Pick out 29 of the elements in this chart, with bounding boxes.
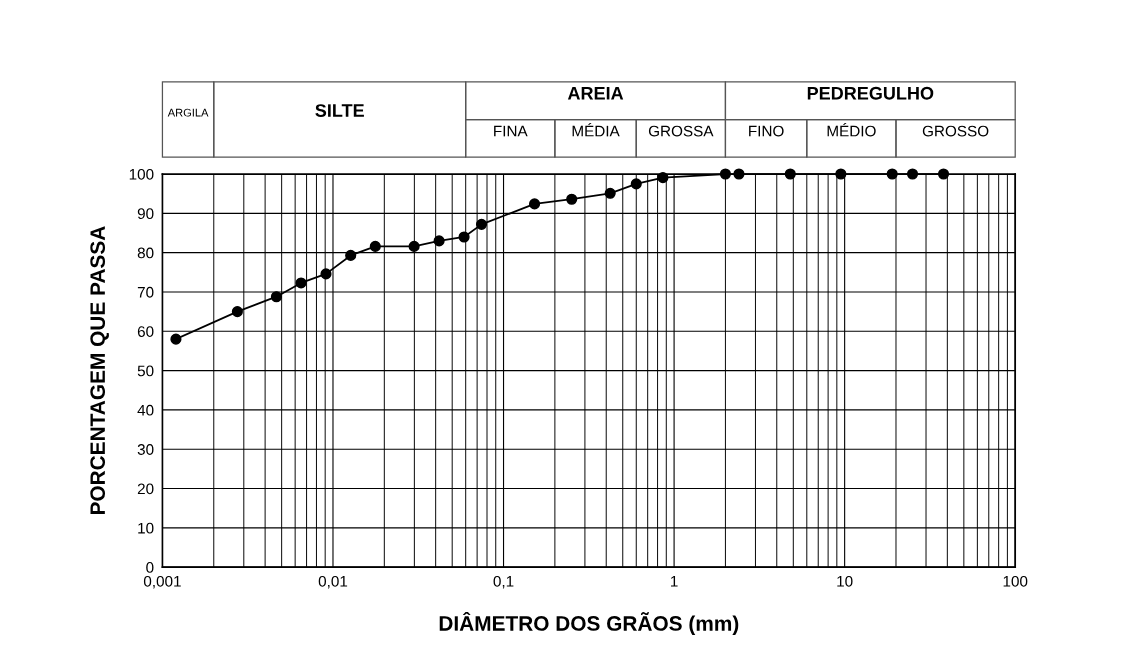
x-tick-label: 0,01 xyxy=(318,575,348,589)
text: PEDREGULHO xyxy=(807,86,934,100)
text: SILTE xyxy=(315,104,364,117)
text: GROSSA xyxy=(648,125,714,137)
y-tick-label: 70 xyxy=(137,286,154,298)
y-tick-label: 90 xyxy=(137,208,154,220)
text: AREIA xyxy=(567,87,624,100)
x-tick-label: 10 xyxy=(837,575,853,587)
text: MÉDIO xyxy=(827,123,876,137)
x-axis-title: DIÂMETRO DOS GRÃOS (mm) xyxy=(439,611,739,635)
y-tick-label: 20 xyxy=(137,483,154,495)
y-tick-label: 30 xyxy=(137,444,154,455)
y-tick-label: 10 xyxy=(138,522,154,534)
y-tick-label: 80 xyxy=(137,247,154,259)
text: FINO xyxy=(749,125,784,137)
y-axis-title: PORCENTAGEM QUE PASSA xyxy=(90,226,109,515)
y-tick-label: 50 xyxy=(137,365,154,377)
y-tick-label: 100 xyxy=(129,168,154,180)
x-tick-label: 100 xyxy=(1003,575,1028,587)
text: GROSSO xyxy=(922,125,989,137)
x-tick-label: 1 xyxy=(671,576,678,587)
y-tick-label: 0 xyxy=(146,562,154,573)
x-tick-label: 0,1 xyxy=(493,575,514,589)
y-tick-label: 40 xyxy=(137,404,154,416)
text: FINA xyxy=(494,125,528,137)
text: ARGILA xyxy=(167,108,209,117)
x-tick-label: 0,001 xyxy=(143,575,181,589)
y-tick-label: 60 xyxy=(137,326,154,337)
text: MÉDIA xyxy=(572,123,620,137)
